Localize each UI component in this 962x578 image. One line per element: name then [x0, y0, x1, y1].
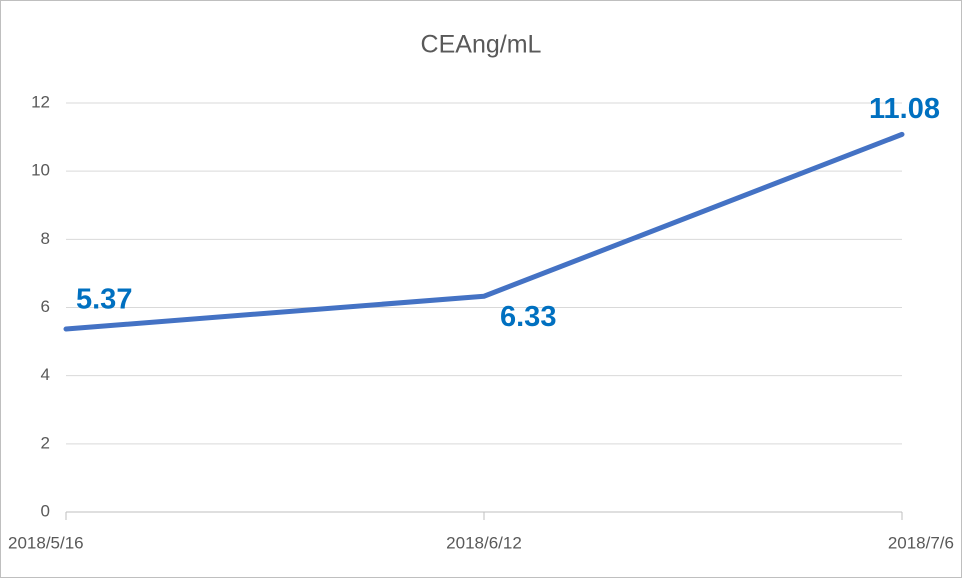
data-label: 5.37	[76, 284, 132, 316]
y-tick-label: 10	[31, 161, 50, 180]
y-tick-label: 6	[41, 297, 50, 316]
data-label: 11.08	[869, 93, 940, 125]
y-tick-label: 4	[41, 365, 50, 384]
x-tick-label: 2018/5/16	[8, 533, 84, 552]
data-line	[63, 131, 905, 332]
x-tick-label: 2018/7/6	[888, 533, 954, 552]
y-tick-label: 0	[41, 501, 50, 520]
y-tick-label: 8	[41, 229, 50, 248]
y-tick-label: 2	[41, 433, 50, 452]
x-tick-label: 2018/6/12	[446, 533, 522, 552]
data-label: 6.33	[500, 301, 556, 333]
chart-title: CEAng/mL	[421, 31, 542, 59]
y-tick-label: 12	[31, 92, 50, 111]
